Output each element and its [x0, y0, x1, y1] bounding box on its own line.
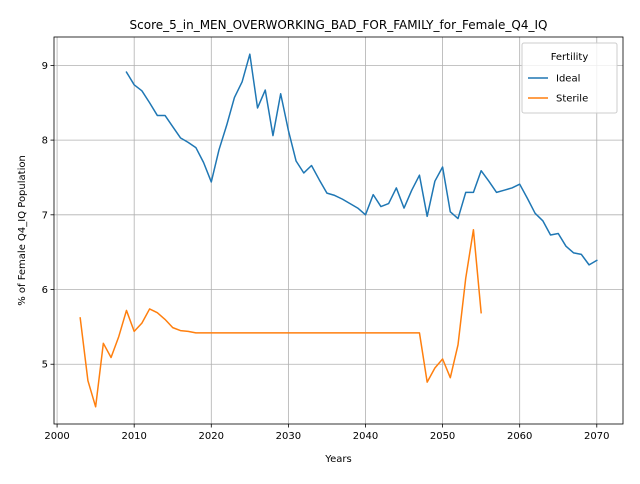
x-tick-label: 2020 [199, 431, 224, 442]
series-line-ideal [125, 53, 598, 266]
legend-box [521, 42, 618, 114]
legend: Fertility Ideal Sterile [521, 42, 618, 114]
x-tick-label: 2060 [507, 431, 532, 442]
y-tick-label: 6 [42, 285, 48, 296]
x-tick-label: 2000 [44, 431, 69, 442]
x-tick-label: 2030 [276, 431, 301, 442]
legend-label-ideal: Ideal [556, 74, 580, 85]
chart-title: Score_5_in_MEN_OVERWORKING_BAD_FOR_FAMIL… [130, 18, 548, 32]
legend-label-sterile: Sterile [556, 94, 588, 105]
axis-ticks: 2000 2010 2020 2030 2040 2050 2060 2070 5 6 7 8 9 [42, 61, 610, 442]
y-tick-label: 5 [42, 360, 48, 371]
x-tick-label: 2050 [430, 431, 455, 442]
series-line-sterile [79, 229, 482, 408]
x-tick-label: 2040 [353, 431, 378, 442]
x-axis-label: Years [324, 454, 351, 465]
x-tick-label: 2070 [584, 431, 609, 442]
plot-frame [53, 36, 624, 425]
y-tick-label: 9 [42, 61, 48, 72]
legend-title: Fertility [551, 52, 589, 63]
y-axis-label: % of Female Q4_IQ Population [17, 155, 28, 306]
x-tick-label: 2010 [121, 431, 146, 442]
y-tick-label: 8 [42, 136, 48, 147]
series-lines [79, 53, 598, 408]
y-tick-label: 7 [42, 210, 48, 221]
